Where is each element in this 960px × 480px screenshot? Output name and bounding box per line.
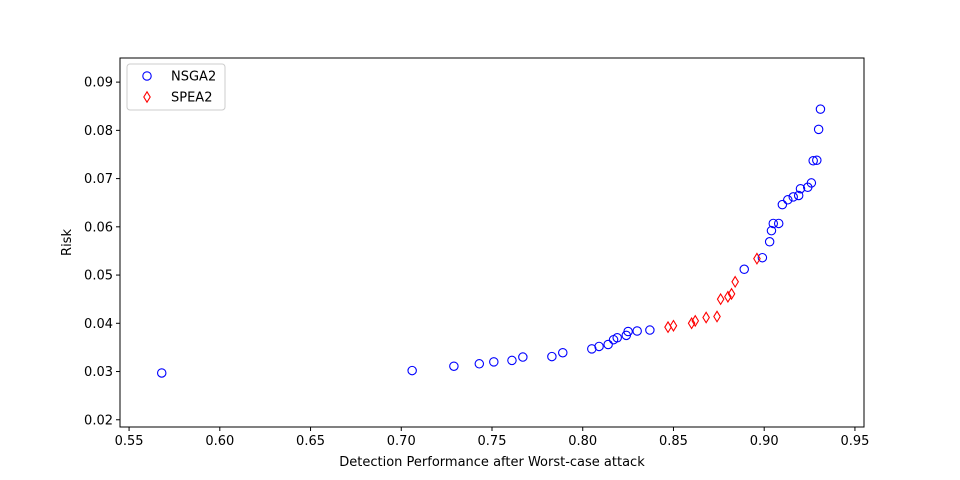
data-point-nsga2 xyxy=(773,218,784,229)
x-tick-label: 0.85 xyxy=(659,434,688,449)
data-point-nsga2 xyxy=(612,333,622,343)
y-tick-label: 0.05 xyxy=(84,269,113,284)
data-point-spea2 xyxy=(713,310,721,323)
data-point-nsga2 xyxy=(594,341,604,352)
y-tick-label: 0.09 xyxy=(84,76,113,91)
data-point-nsga2 xyxy=(815,104,826,114)
data-point-nsga2 xyxy=(764,237,775,247)
data-point-nsga2 xyxy=(507,355,517,366)
data-point-spea2 xyxy=(691,314,700,328)
legend-item-spea2: SPEA2 xyxy=(143,90,212,106)
data-point-nsga2 xyxy=(806,178,817,188)
legend-label-spea2: SPEA2 xyxy=(171,91,212,106)
x-tick-label: 0.95 xyxy=(840,434,869,449)
data-point-spea2 xyxy=(687,317,696,330)
data-point-nsga2 xyxy=(603,339,613,350)
data-point-nsga2 xyxy=(766,225,777,236)
data-point-spea2 xyxy=(669,319,678,332)
x-tick-label: 0.75 xyxy=(478,434,507,449)
y-axis-label: Risk xyxy=(60,229,75,256)
x-tick-label: 0.90 xyxy=(750,434,779,449)
data-point-nsga2 xyxy=(449,361,459,371)
data-point-spea2 xyxy=(727,287,736,301)
y-tick-label: 0.06 xyxy=(84,220,113,235)
data-point-nsga2 xyxy=(768,218,779,229)
data-point-spea2 xyxy=(724,290,732,304)
series-nsga2 xyxy=(156,104,826,378)
data-point-nsga2 xyxy=(489,357,499,367)
y-tick-label: 0.07 xyxy=(84,172,113,187)
data-point-spea2 xyxy=(702,311,710,324)
data-point-nsga2 xyxy=(518,352,528,362)
legend-label-nsga2: NSGA2 xyxy=(171,70,216,85)
data-point-nsga2 xyxy=(632,326,642,336)
y-tick-label: 0.08 xyxy=(84,124,113,139)
data-point-nsga2 xyxy=(739,264,749,275)
y-axis-ticks: 0.02 0.03 0.04 0.05 0.06 0.07 0.08 0.09 xyxy=(84,76,120,428)
legend: NSGA2 SPEA2 xyxy=(126,63,226,111)
data-point-nsga2 xyxy=(407,365,417,376)
x-axis-ticks: 0.55 0.60 0.65 0.70 0.75 0.80 0.85 0.90 0.95 xyxy=(115,427,869,449)
data-point-nsga2 xyxy=(777,199,788,210)
x-tick-label: 0.65 xyxy=(296,434,325,449)
data-point-nsga2 xyxy=(156,368,167,378)
data-point-spea2 xyxy=(753,252,761,265)
data-point-nsga2 xyxy=(788,192,798,202)
x-tick-label: 0.55 xyxy=(115,434,144,449)
data-point-nsga2 xyxy=(645,325,655,335)
y-tick-label: 0.03 xyxy=(84,365,113,380)
data-point-nsga2 xyxy=(547,351,557,362)
plot-area xyxy=(156,104,826,378)
data-point-nsga2 xyxy=(813,124,824,135)
data-point-spea2 xyxy=(731,275,740,289)
data-point-nsga2 xyxy=(474,359,485,369)
series-spea2 xyxy=(664,252,761,334)
data-point-nsga2 xyxy=(808,155,818,166)
x-tick-label: 0.60 xyxy=(205,434,234,449)
x-axis-label: Detection Performance after Worst-case a… xyxy=(339,455,645,470)
data-point-nsga2 xyxy=(623,326,633,337)
x-tick-label: 0.80 xyxy=(568,434,597,449)
data-point-nsga2 xyxy=(558,347,568,358)
legend-marker-nsga2 xyxy=(142,71,152,81)
x-tick-label: 0.70 xyxy=(387,434,416,449)
legend-item-nsga2: NSGA2 xyxy=(142,70,216,85)
y-tick-label: 0.04 xyxy=(84,317,113,332)
data-point-nsga2 xyxy=(793,190,804,201)
data-point-nsga2 xyxy=(812,155,822,166)
legend-marker-spea2 xyxy=(143,90,151,104)
data-point-nsga2 xyxy=(757,252,768,263)
y-tick-label: 0.02 xyxy=(84,413,113,428)
data-point-nsga2 xyxy=(795,183,806,194)
data-point-spea2 xyxy=(716,292,725,306)
data-point-nsga2 xyxy=(783,195,793,205)
